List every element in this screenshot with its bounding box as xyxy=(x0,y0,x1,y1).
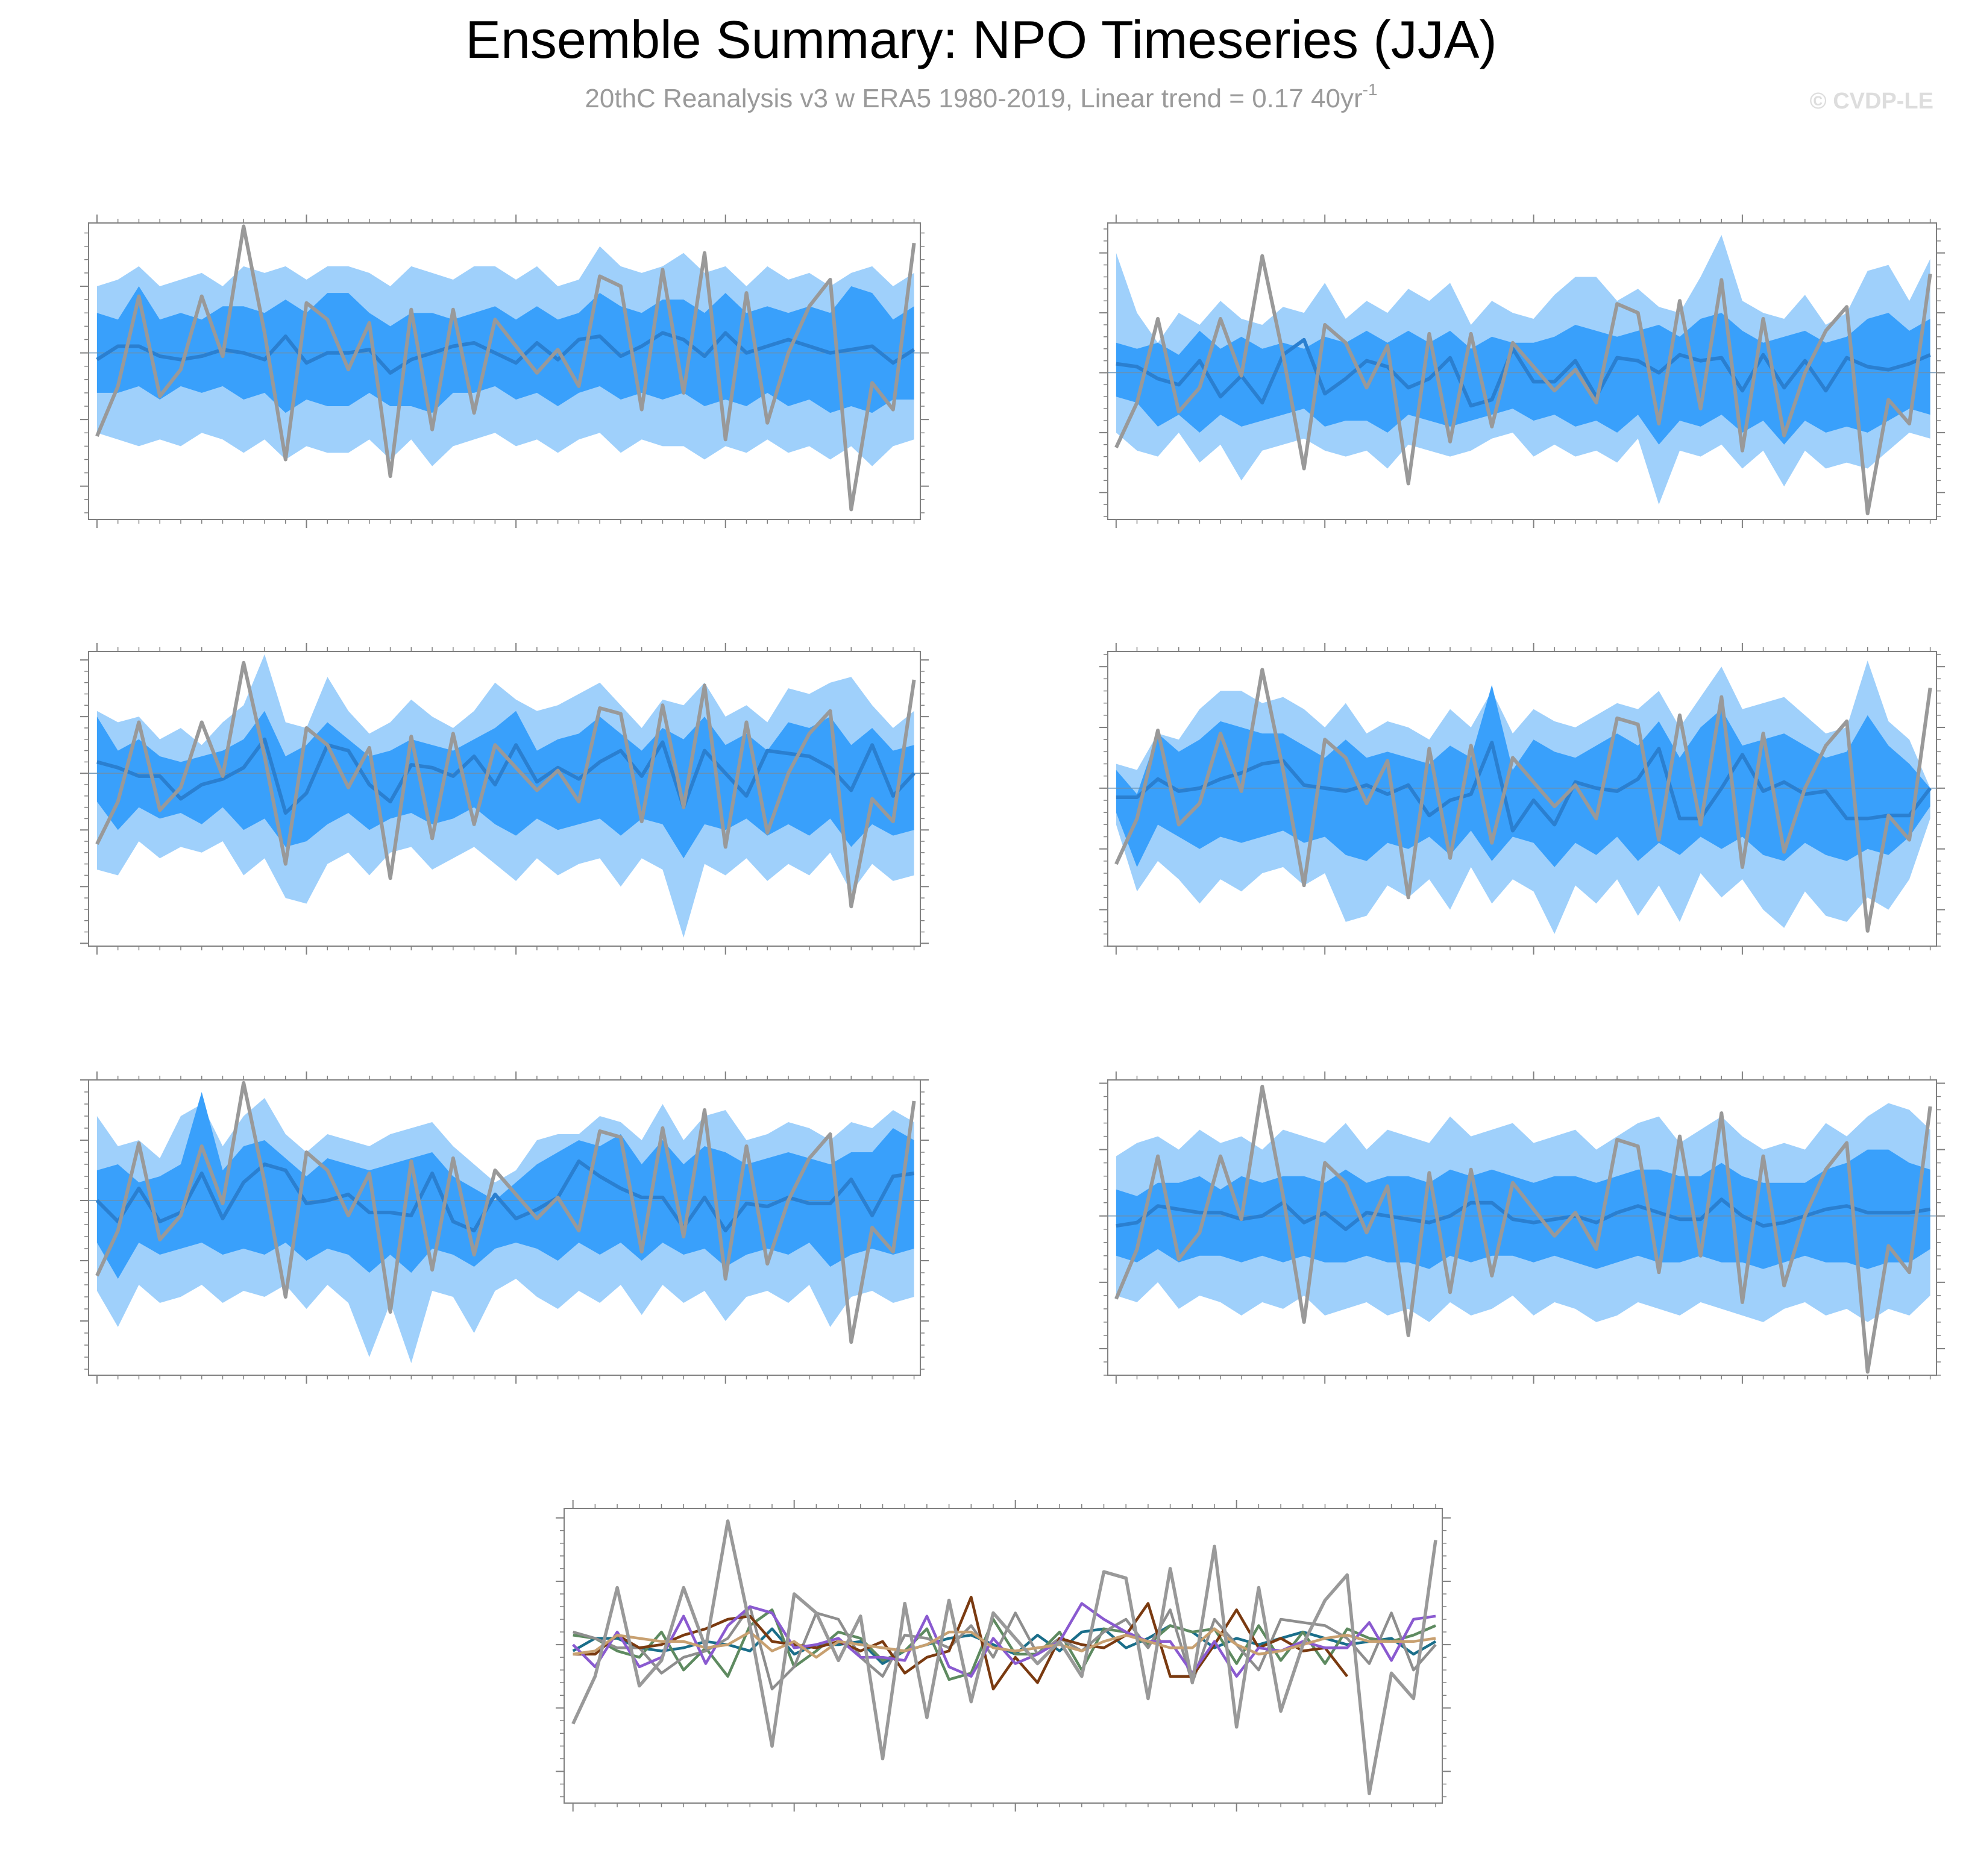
inner-range-band xyxy=(96,1092,914,1279)
plot-frame xyxy=(1107,1079,1937,1376)
plot-area xyxy=(564,1508,1442,1803)
inner-range-band xyxy=(96,286,914,413)
figure-subtitle-text: 20thC Reanalysis v3 w ERA5 1980-2019, Li… xyxy=(585,84,1362,113)
chart-panel-2 xyxy=(1099,215,1945,528)
plot-content xyxy=(89,1081,920,1363)
plot-content xyxy=(1108,234,1936,516)
plot-frame xyxy=(88,651,921,947)
observed-line xyxy=(95,660,916,909)
inner-range-band xyxy=(1116,313,1930,445)
ensemble-mean-line xyxy=(1116,1197,1931,1231)
observed-line xyxy=(95,224,916,512)
plot-content xyxy=(89,224,920,512)
figure-title: Ensemble Summary: NPO Timeseries (JJA) xyxy=(465,10,1497,69)
plot-frame xyxy=(88,222,921,520)
plot-frame xyxy=(1107,651,1937,947)
plot-frame xyxy=(88,1079,921,1376)
chart-panel-5 xyxy=(80,1071,929,1384)
ensemble-mean-line xyxy=(95,1159,915,1232)
observed-line xyxy=(1114,1085,1932,1374)
observed-line xyxy=(95,1081,916,1344)
chart-panel-6 xyxy=(1099,1071,1945,1384)
series-line-6 xyxy=(573,1627,1436,1659)
figure-subtitle: 20thC Reanalysis v3 w ERA5 1980-2019, Li… xyxy=(585,80,1377,113)
chart-panel-7 xyxy=(556,1500,1451,1812)
plot-frame xyxy=(1107,222,1937,520)
observed-line xyxy=(1114,668,1932,933)
inner-range-band xyxy=(1116,1149,1930,1269)
plot-content xyxy=(1108,1085,1936,1374)
ensemble-mean-line xyxy=(96,331,916,375)
panels-container xyxy=(80,215,1945,1812)
ensemble-mean-line xyxy=(1116,337,1931,408)
inner-range-band xyxy=(96,711,914,859)
watermark: © CVDP-LE xyxy=(1810,89,1933,114)
ensemble-mean-line xyxy=(96,737,916,815)
series-line-5 xyxy=(572,1602,1436,1678)
chart-panel-1 xyxy=(80,215,929,528)
plot-content xyxy=(1108,660,1936,934)
observed-line xyxy=(571,1519,1437,1795)
chart-panel-4 xyxy=(1099,643,1945,955)
plot-frame xyxy=(564,1508,1443,1804)
chart-panel-3 xyxy=(80,643,929,955)
observed-line xyxy=(1114,254,1932,516)
series-line-4 xyxy=(573,1595,1348,1690)
figure-subtitle-superscript: -1 xyxy=(1363,80,1378,99)
ensemble-mean-line xyxy=(1116,741,1932,833)
plot-content xyxy=(89,654,920,938)
plot-content xyxy=(571,1519,1437,1795)
